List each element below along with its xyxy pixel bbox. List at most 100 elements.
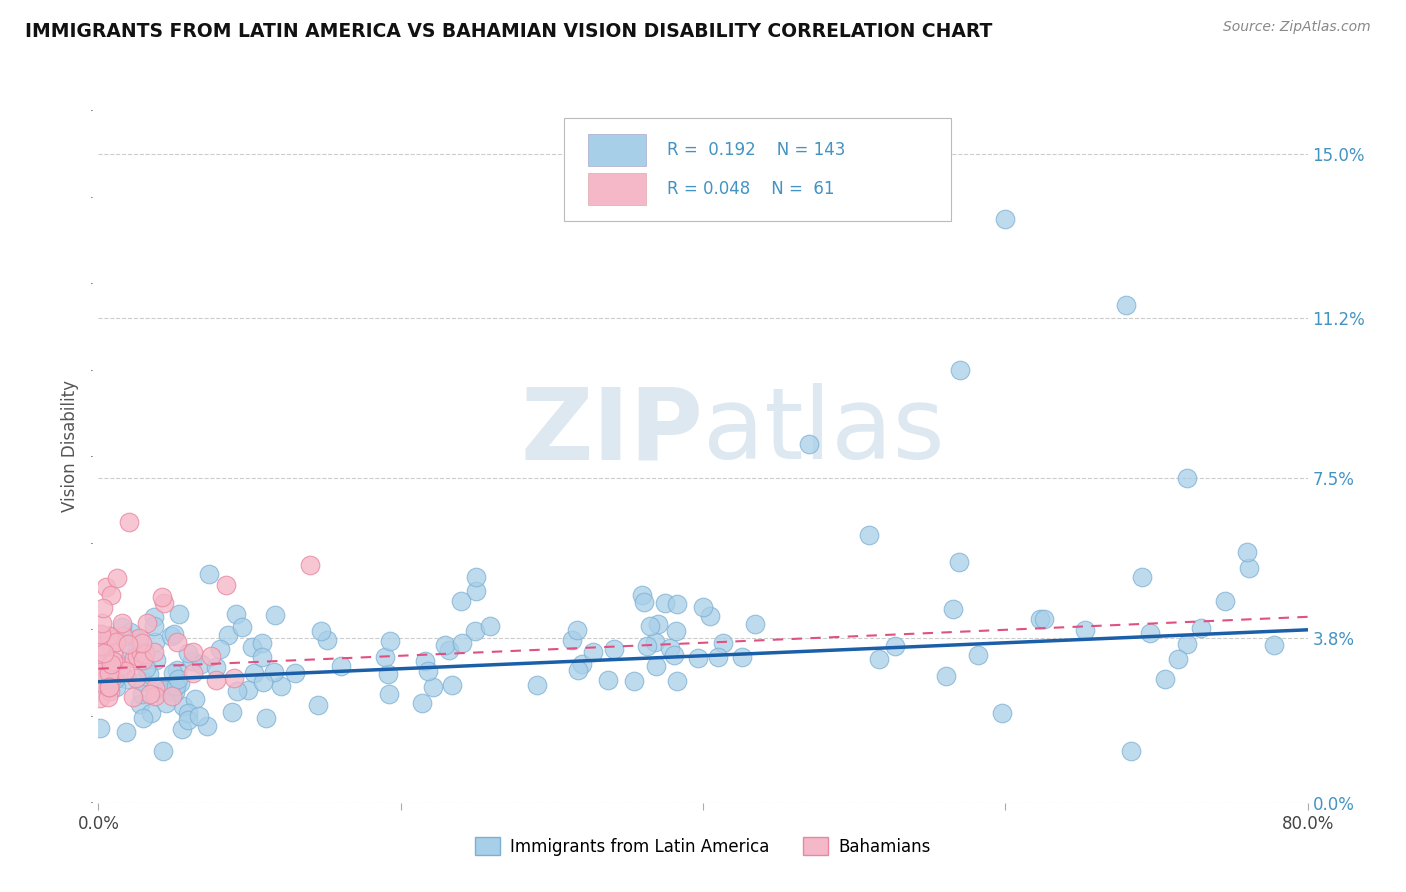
Point [307, 698, 329, 713]
Point [153, 596, 176, 610]
Point [994, 211, 1017, 226]
Point [101, 671, 124, 685]
Point [152, 744, 174, 758]
Point [172, 723, 194, 737]
Point [190, 657, 212, 671]
Point [118, 515, 141, 529]
Point [89, 722, 111, 736]
Point [90, 626, 112, 640]
Point [644, 659, 666, 673]
Point [91, 616, 114, 631]
Point [162, 626, 184, 640]
Point [378, 634, 401, 648]
Point [744, 617, 766, 632]
Point [411, 696, 433, 710]
Point [330, 658, 353, 673]
Point [89, 665, 111, 679]
Point [139, 687, 162, 701]
Point [1167, 652, 1189, 666]
Point [377, 667, 399, 681]
Point [98, 680, 121, 694]
Point [183, 692, 205, 706]
Point [117, 637, 139, 651]
Point [138, 667, 160, 681]
Y-axis label: Vision Disability: Vision Disability [62, 380, 79, 512]
Point [98, 681, 121, 695]
Point [662, 648, 685, 662]
Point [166, 635, 188, 649]
Point [571, 657, 593, 671]
Point [464, 624, 486, 638]
Point [633, 594, 655, 608]
Point [231, 620, 253, 634]
Point [127, 644, 149, 658]
Point [100, 588, 122, 602]
Point [439, 642, 461, 657]
Point [250, 649, 273, 664]
Point [105, 571, 128, 585]
Point [731, 649, 754, 664]
Point [157, 682, 180, 697]
Point [868, 652, 890, 666]
Point [221, 705, 243, 719]
Point [935, 669, 957, 683]
Point [132, 653, 155, 667]
Legend: Immigrants from Latin America, Bahamians: Immigrants from Latin America, Bahamians [468, 830, 938, 863]
Point [162, 666, 184, 681]
Point [949, 363, 972, 377]
Point [883, 639, 905, 653]
Point [1213, 594, 1236, 608]
Text: R = 0.048    N =  61: R = 0.048 N = 61 [666, 180, 834, 198]
Point [264, 607, 287, 622]
Point [638, 619, 661, 633]
Point [163, 684, 186, 698]
Point [160, 629, 183, 643]
Point [1175, 471, 1198, 485]
Point [378, 687, 401, 701]
Point [96, 632, 118, 646]
Point [215, 578, 238, 592]
Point [478, 618, 501, 632]
Point [200, 648, 222, 663]
Point [636, 640, 658, 654]
Point [94, 657, 117, 671]
Point [195, 719, 218, 733]
Point [413, 654, 436, 668]
Point [692, 600, 714, 615]
Point [433, 638, 456, 652]
Point [858, 527, 880, 541]
Point [125, 672, 148, 686]
Point [122, 690, 145, 704]
Point [127, 649, 149, 664]
Point [145, 653, 167, 667]
Point [90, 677, 112, 691]
Point [89, 674, 111, 689]
Point [181, 654, 204, 668]
Point [165, 679, 187, 693]
Point [131, 646, 153, 660]
Point [117, 672, 139, 686]
Point [666, 674, 689, 689]
Point [1130, 569, 1153, 583]
Point [309, 624, 332, 639]
Point [110, 615, 132, 630]
Point [110, 659, 132, 673]
Point [152, 680, 174, 694]
Point [1073, 623, 1095, 637]
Point [666, 598, 689, 612]
Point [1033, 612, 1056, 626]
Point [97, 636, 120, 650]
Point [90, 657, 112, 671]
Point [948, 555, 970, 569]
Point [125, 632, 148, 647]
Point [582, 645, 605, 659]
Point [252, 675, 274, 690]
Point [112, 629, 135, 643]
Text: IMMIGRANTS FROM LATIN AMERICA VS BAHAMIAN VISION DISABILITY CORRELATION CHART: IMMIGRANTS FROM LATIN AMERICA VS BAHAMIA… [25, 22, 993, 41]
Point [1189, 621, 1212, 635]
Point [243, 665, 266, 680]
Point [105, 634, 128, 648]
Point [93, 646, 115, 660]
Point [991, 706, 1014, 720]
Point [167, 672, 190, 686]
